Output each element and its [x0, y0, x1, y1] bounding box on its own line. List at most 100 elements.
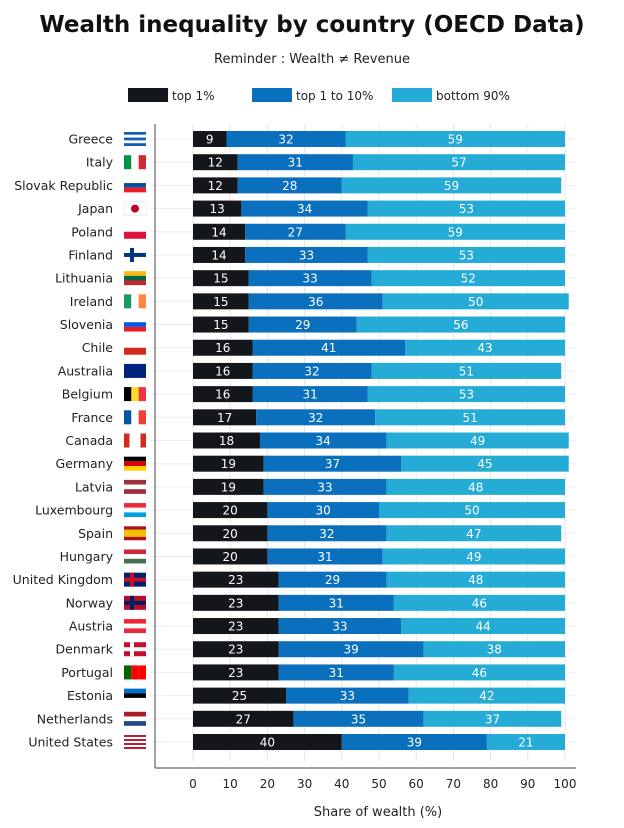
legend-swatch	[128, 88, 168, 102]
data-label: 48	[468, 480, 483, 494]
bar-segment	[193, 478, 264, 495]
flag-stripe	[124, 628, 146, 634]
flag-stripe	[129, 433, 135, 448]
data-label: 59	[448, 133, 463, 147]
bar-segment	[193, 316, 249, 333]
data-label: 23	[228, 596, 243, 610]
data-label: 50	[468, 295, 483, 309]
category-label: Finland	[68, 247, 113, 262]
bar-segment	[356, 316, 565, 333]
bar-segment	[486, 734, 565, 750]
bar-segment	[193, 223, 246, 240]
data-label: 32	[308, 411, 323, 425]
flag-stripe	[124, 271, 146, 276]
flag-stripe	[138, 155, 146, 170]
bar-segment	[248, 293, 383, 310]
flag-stripe	[124, 155, 132, 170]
flag-stripe	[124, 461, 146, 467]
data-label: 30	[316, 504, 331, 518]
bar-segment	[367, 200, 565, 217]
data-label: 33	[303, 272, 318, 286]
data-label: 34	[316, 434, 331, 448]
data-label: 31	[303, 388, 318, 402]
flag-stripe	[138, 294, 146, 309]
data-label: 21	[518, 736, 533, 750]
bar-segment	[386, 478, 565, 495]
data-label: 29	[295, 318, 310, 332]
flag-stripe	[124, 711, 146, 717]
bar-segment	[193, 502, 268, 519]
bar-segment	[278, 641, 424, 658]
data-label: 23	[228, 666, 243, 680]
flag-stripe	[124, 456, 146, 462]
data-label: 31	[317, 550, 332, 564]
data-label: 52	[461, 272, 476, 286]
bar-segment	[278, 594, 394, 611]
flag-stripe	[124, 326, 146, 332]
flag-stripe	[131, 387, 139, 402]
data-label: 36	[308, 295, 323, 309]
flag-stripe	[124, 137, 146, 141]
bar-segment	[193, 270, 249, 287]
bar-segment	[237, 154, 353, 171]
data-label: 15	[213, 318, 228, 332]
category-label: Australia	[58, 363, 113, 378]
bar-segment	[193, 154, 238, 171]
category-label: Lithuania	[55, 271, 113, 286]
bar-segment	[193, 177, 238, 194]
chart-title: Wealth inequality by country (OECD Data)	[39, 12, 585, 38]
bar-segment	[286, 687, 409, 704]
data-label: 15	[213, 295, 228, 309]
x-tick-label: 40	[334, 777, 349, 791]
flag-stripe	[124, 697, 146, 703]
category-label: France	[71, 410, 113, 425]
data-label: 29	[325, 573, 340, 587]
data-label: 49	[466, 550, 481, 564]
bar-segment	[267, 525, 387, 542]
flag-dot	[131, 204, 139, 213]
data-label: 14	[211, 225, 226, 239]
bar-segment	[193, 594, 279, 611]
data-label: 17	[217, 411, 232, 425]
category-label: Italy	[86, 155, 114, 170]
flag-stripe	[124, 410, 132, 425]
data-label: 45	[477, 457, 492, 471]
bar-segment	[193, 246, 246, 263]
data-label: 50	[464, 504, 479, 518]
flag-stripe	[124, 433, 130, 448]
data-label: 59	[448, 225, 463, 239]
category-label: Netherlands	[37, 711, 113, 726]
bar-segment	[193, 664, 279, 681]
bar-segment	[193, 200, 242, 217]
bar-segment	[193, 131, 227, 147]
category-label: Poland	[71, 224, 113, 239]
data-label: 46	[472, 596, 487, 610]
flag-stripe	[124, 178, 146, 184]
flag-stripe	[124, 134, 146, 138]
data-label: 31	[329, 596, 344, 610]
data-label: 16	[215, 341, 230, 355]
flag-stripe	[124, 140, 146, 144]
bar-segment	[259, 432, 387, 449]
data-label: 19	[221, 480, 236, 494]
flag-stripe	[124, 533, 146, 537]
data-label: 43	[477, 341, 492, 355]
bar-segment	[371, 270, 565, 287]
data-label: 59	[444, 179, 459, 193]
bar-segment	[367, 246, 565, 263]
data-label: 34	[297, 202, 312, 216]
data-label: 12	[208, 179, 223, 193]
data-label: 48	[468, 573, 483, 587]
flag-stripe	[124, 507, 146, 513]
data-label: 13	[210, 202, 225, 216]
flag-stripe	[124, 721, 146, 726]
data-label: 49	[470, 434, 485, 448]
data-label: 14	[211, 248, 226, 262]
x-tick-label: 50	[371, 777, 386, 791]
flag-stripe	[124, 143, 146, 146]
bar-segment	[386, 525, 562, 542]
flag-stripe	[124, 187, 146, 193]
data-label: 37	[485, 712, 500, 726]
category-label: Portugal	[61, 665, 113, 680]
flag-stripe	[124, 466, 146, 471]
